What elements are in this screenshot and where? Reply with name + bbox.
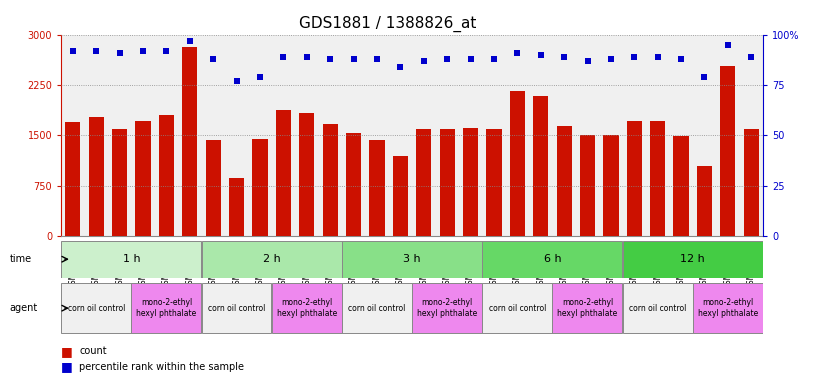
- Bar: [342, 283, 412, 333]
- Text: 1 h: 1 h: [122, 254, 140, 264]
- Bar: [721, 66, 735, 236]
- Text: percentile rank within the sample: percentile rank within the sample: [79, 362, 244, 372]
- Text: 12 h: 12 h: [681, 254, 705, 264]
- Point: [651, 54, 664, 60]
- Bar: [440, 129, 455, 236]
- Point: [136, 48, 149, 54]
- Point: [441, 56, 454, 62]
- Point: [487, 56, 500, 62]
- Bar: [533, 96, 548, 236]
- Point: [160, 48, 173, 54]
- Text: mono-2-ethyl
hexyl phthalate: mono-2-ethyl hexyl phthalate: [557, 298, 618, 318]
- Bar: [743, 129, 759, 236]
- Point: [534, 52, 548, 58]
- Bar: [299, 113, 314, 236]
- Bar: [61, 241, 202, 278]
- Bar: [552, 283, 623, 333]
- Point: [254, 74, 267, 80]
- Point: [113, 50, 126, 56]
- Point: [230, 78, 243, 84]
- Bar: [206, 140, 221, 236]
- Bar: [623, 283, 693, 333]
- Bar: [112, 129, 127, 236]
- Text: corn oil control: corn oil control: [629, 304, 686, 313]
- Point: [417, 58, 430, 64]
- Bar: [202, 241, 342, 278]
- Text: 3 h: 3 h: [403, 254, 421, 264]
- Bar: [322, 124, 338, 236]
- Point: [557, 54, 570, 60]
- Text: mono-2-ethyl
hexyl phthalate: mono-2-ethyl hexyl phthalate: [136, 298, 197, 318]
- Bar: [135, 121, 151, 236]
- Text: ■: ■: [61, 360, 73, 373]
- Bar: [229, 178, 244, 236]
- Point: [581, 58, 594, 64]
- Text: corn oil control: corn oil control: [489, 304, 546, 313]
- Text: 6 h: 6 h: [543, 254, 561, 264]
- Point: [511, 50, 524, 56]
- Point: [277, 54, 290, 60]
- Bar: [131, 283, 202, 333]
- Bar: [627, 121, 642, 236]
- Text: 2 h: 2 h: [263, 254, 281, 264]
- Point: [370, 56, 384, 62]
- Text: time: time: [10, 254, 32, 264]
- Point: [628, 54, 641, 60]
- Point: [324, 56, 337, 62]
- Bar: [486, 129, 502, 236]
- Bar: [482, 241, 623, 278]
- Point: [745, 54, 758, 60]
- Bar: [342, 241, 482, 278]
- Bar: [416, 129, 432, 236]
- Bar: [65, 122, 81, 236]
- Bar: [89, 117, 104, 236]
- Text: mono-2-ethyl
hexyl phthalate: mono-2-ethyl hexyl phthalate: [698, 298, 758, 318]
- Bar: [697, 166, 712, 236]
- Bar: [580, 136, 595, 236]
- Bar: [463, 128, 478, 236]
- Text: ■: ■: [61, 345, 73, 358]
- Bar: [370, 140, 384, 236]
- Point: [675, 56, 688, 62]
- Text: corn oil control: corn oil control: [208, 304, 265, 313]
- Text: agent: agent: [10, 303, 38, 313]
- Point: [206, 56, 220, 62]
- Point: [90, 48, 103, 54]
- Point: [300, 54, 313, 60]
- Bar: [182, 47, 197, 236]
- Bar: [623, 241, 763, 278]
- Text: count: count: [79, 346, 107, 356]
- Bar: [603, 135, 619, 236]
- Bar: [252, 139, 268, 236]
- Bar: [392, 156, 408, 236]
- Point: [347, 56, 360, 62]
- Bar: [159, 115, 174, 236]
- Bar: [650, 121, 665, 236]
- Point: [721, 41, 734, 48]
- Point: [66, 48, 79, 54]
- Point: [394, 64, 407, 70]
- Text: GDS1881 / 1388826_at: GDS1881 / 1388826_at: [299, 15, 477, 31]
- Bar: [272, 283, 342, 333]
- Bar: [412, 283, 482, 333]
- Bar: [510, 91, 525, 236]
- Point: [605, 56, 618, 62]
- Text: corn oil control: corn oil control: [68, 304, 125, 313]
- Bar: [557, 126, 572, 236]
- Bar: [482, 283, 552, 333]
- Point: [184, 38, 197, 44]
- Bar: [202, 283, 272, 333]
- Bar: [61, 283, 131, 333]
- Bar: [693, 283, 763, 333]
- Bar: [276, 111, 291, 236]
- Text: mono-2-ethyl
hexyl phthalate: mono-2-ethyl hexyl phthalate: [277, 298, 337, 318]
- Point: [698, 74, 711, 80]
- Text: mono-2-ethyl
hexyl phthalate: mono-2-ethyl hexyl phthalate: [417, 298, 477, 318]
- Point: [464, 56, 477, 62]
- Text: corn oil control: corn oil control: [348, 304, 406, 313]
- Bar: [673, 136, 689, 236]
- Bar: [346, 133, 361, 236]
